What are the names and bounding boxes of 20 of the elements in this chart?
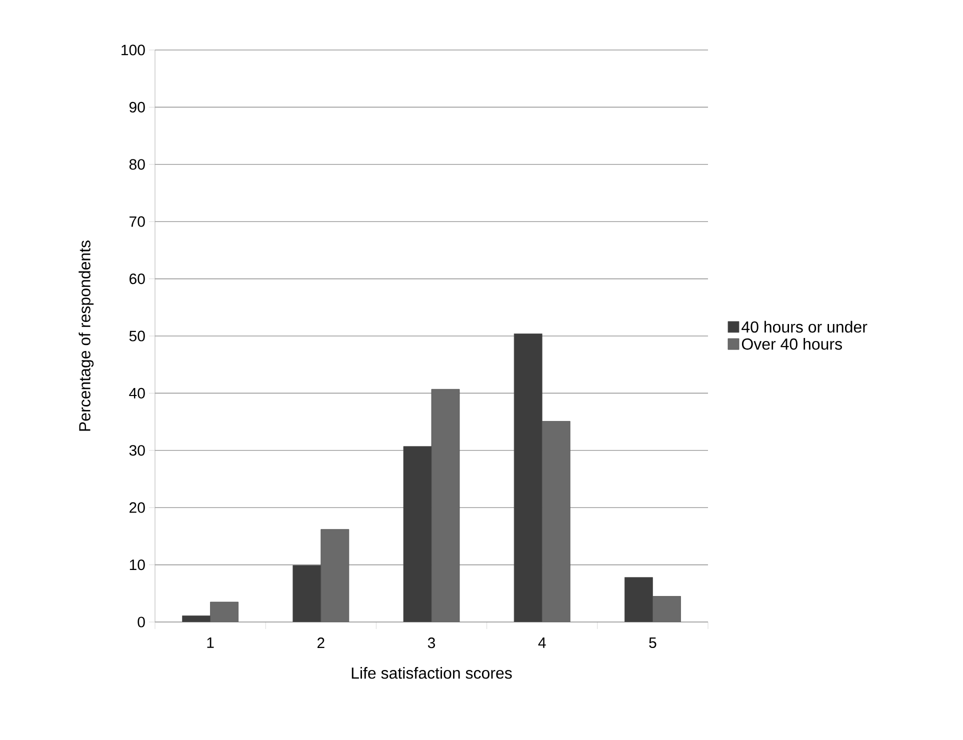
legend-label: 40 hours or under xyxy=(742,320,868,333)
x-tick-label: 3 xyxy=(428,638,436,648)
y-tick-label: 40 xyxy=(129,388,145,399)
x-tick-label: 4 xyxy=(538,638,546,648)
x-tick-label: 5 xyxy=(649,638,656,648)
legend-label: Over 40 hours xyxy=(742,338,842,350)
x-tick-label: 1 xyxy=(207,638,214,648)
y-tick-label: 60 xyxy=(130,273,145,284)
y-tick-label: 30 xyxy=(129,445,145,456)
y-tick-label: 100 xyxy=(122,44,145,56)
y-tick-label: 50 xyxy=(129,330,145,342)
y-tick-label: 80 xyxy=(129,159,145,170)
y-tick-label: 90 xyxy=(129,102,145,113)
y-tick-label: 70 xyxy=(130,216,145,227)
y-axis-title: Percentage of respondents xyxy=(78,240,94,431)
x-tick-label: 2 xyxy=(317,638,324,648)
y-tick-label: 20 xyxy=(130,502,145,513)
y-tick-label: 10 xyxy=(130,559,145,570)
x-axis-title: Life satisfaction scores xyxy=(352,667,512,679)
y-tick-label: 0 xyxy=(138,616,145,628)
